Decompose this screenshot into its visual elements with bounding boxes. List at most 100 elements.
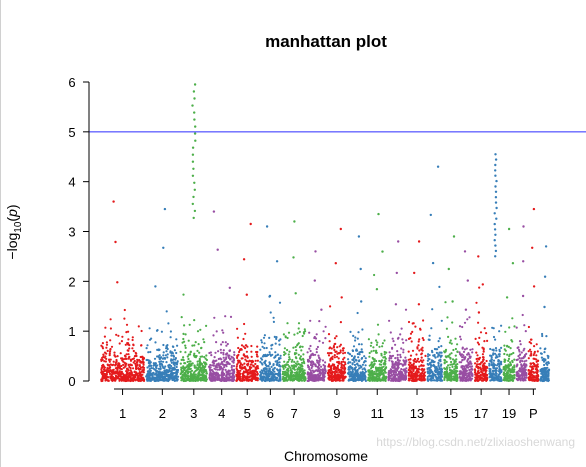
snp-point <box>120 375 123 379</box>
snp-point <box>141 365 145 369</box>
snp-peak-point <box>191 104 194 107</box>
snp-peak-point <box>191 153 195 156</box>
snp-point <box>471 368 474 371</box>
snp-point <box>530 366 534 369</box>
snp-peak-point <box>340 296 343 299</box>
snp-point <box>189 350 192 353</box>
snp-point <box>288 365 291 368</box>
snp-point <box>388 359 391 362</box>
snp-peak-point <box>191 146 195 149</box>
snp-point <box>490 358 493 361</box>
snp-point <box>518 376 521 379</box>
snp-point <box>492 327 495 330</box>
snp-point <box>175 338 178 341</box>
snp-point <box>411 322 414 325</box>
snp-point <box>519 379 522 382</box>
snp-point <box>360 348 363 351</box>
snp-point <box>249 366 252 369</box>
snp-point <box>422 319 425 322</box>
snp-point <box>315 379 318 382</box>
snp-point <box>203 376 206 380</box>
snp-point <box>405 367 408 370</box>
snp-point <box>187 339 190 342</box>
snp-point <box>516 374 519 378</box>
snp-point <box>266 374 269 377</box>
snp-point <box>196 363 199 366</box>
snp-point <box>274 360 277 363</box>
snp-point <box>210 372 213 375</box>
snp-point <box>231 360 234 363</box>
snp-point <box>360 377 363 380</box>
snp-point <box>370 341 373 344</box>
snp-point <box>235 365 238 368</box>
snp-point <box>478 286 481 289</box>
snp-point <box>449 339 452 342</box>
snp-point <box>356 352 359 356</box>
snp-point <box>295 357 298 360</box>
snp-point <box>404 308 408 311</box>
snp-point <box>446 316 449 319</box>
snp-point <box>187 357 190 361</box>
snp-point <box>180 358 183 361</box>
snp-point <box>361 372 364 375</box>
snp-point <box>480 379 484 382</box>
snp-point <box>396 353 399 356</box>
snp-point <box>163 371 166 374</box>
snp-point <box>494 352 497 355</box>
snp-point <box>522 363 526 366</box>
snp-point <box>492 359 496 362</box>
snp-point <box>174 357 177 360</box>
snp-point <box>454 379 457 382</box>
snp-point <box>451 358 455 361</box>
snp-point <box>312 361 315 364</box>
snp-point <box>376 341 379 344</box>
snp-point <box>189 364 192 367</box>
snp-point <box>353 363 357 366</box>
snp-point <box>299 367 302 370</box>
snp-point <box>222 331 225 334</box>
snp-peak-point <box>494 233 497 236</box>
snp-point <box>232 371 236 374</box>
snp-point <box>402 351 405 354</box>
snp-point <box>322 363 325 367</box>
snp-point <box>186 360 189 363</box>
snp-point <box>236 375 239 378</box>
snp-point <box>246 373 250 376</box>
snp-point <box>165 310 168 313</box>
snp-point <box>133 375 136 378</box>
snp-point <box>372 346 375 349</box>
snp-point <box>459 370 462 373</box>
snp-point <box>118 342 121 345</box>
snp-point <box>397 336 400 339</box>
snp-point <box>364 357 367 360</box>
snp-point <box>220 358 223 361</box>
snp-point <box>282 333 285 336</box>
snp-point <box>324 325 327 328</box>
snp-point <box>468 368 471 372</box>
snp-point <box>384 371 387 374</box>
snp-point <box>287 353 290 356</box>
snp-point <box>245 376 248 379</box>
snp-point <box>434 356 437 359</box>
snp-point <box>407 379 410 382</box>
snp-point <box>176 371 179 374</box>
snp-point <box>281 370 285 373</box>
snp-point <box>317 365 320 368</box>
snp-point <box>461 325 464 329</box>
snp-point <box>211 364 214 367</box>
snp-point <box>159 371 162 374</box>
snp-point <box>488 370 491 373</box>
snp-point <box>397 372 400 376</box>
snp-point <box>221 341 224 344</box>
snp-point <box>407 358 410 361</box>
snp-peak-point <box>162 246 165 249</box>
snp-point <box>171 374 174 377</box>
snp-point <box>347 351 350 354</box>
snp-point <box>355 349 358 352</box>
snp-point <box>293 333 296 336</box>
snp-point <box>182 359 185 362</box>
snp-point <box>194 341 197 344</box>
snp-point <box>435 376 438 379</box>
snp-point <box>418 338 421 341</box>
snp-point <box>263 334 266 337</box>
